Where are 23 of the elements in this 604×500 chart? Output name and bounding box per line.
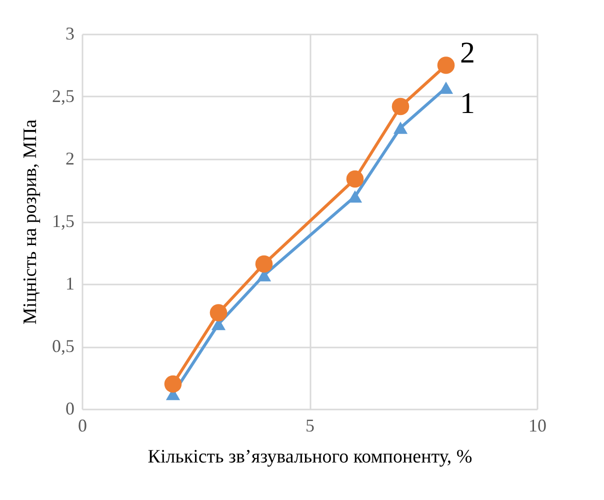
- y-tick-label: 0: [66, 398, 74, 418]
- y-tick-label: 1: [66, 274, 74, 294]
- point: [164, 375, 182, 393]
- series-label: 2: [460, 36, 475, 70]
- point: [438, 82, 454, 94]
- point: [255, 255, 273, 273]
- y-tick-label: 2,5: [52, 86, 74, 106]
- y-tick-label: 0,5: [52, 336, 74, 356]
- point: [348, 190, 362, 203]
- x-tick-label: 5: [306, 416, 314, 436]
- point: [437, 56, 455, 74]
- series-label: 1: [460, 86, 475, 120]
- y-axis-title: Міцність на розрив, МПа: [20, 118, 41, 324]
- y-tick-label: 2: [66, 148, 74, 168]
- point: [346, 170, 364, 188]
- x-tick-label: 10: [528, 416, 546, 436]
- x-axis-title: Кількість зв’язувального компоненту, %: [148, 446, 472, 468]
- point: [392, 98, 410, 116]
- y-tick-label: 3: [66, 24, 74, 44]
- point: [210, 304, 228, 322]
- y-tick-label: 1,5: [52, 211, 74, 231]
- x-tick-label: 0: [78, 416, 87, 436]
- point: [393, 122, 408, 134]
